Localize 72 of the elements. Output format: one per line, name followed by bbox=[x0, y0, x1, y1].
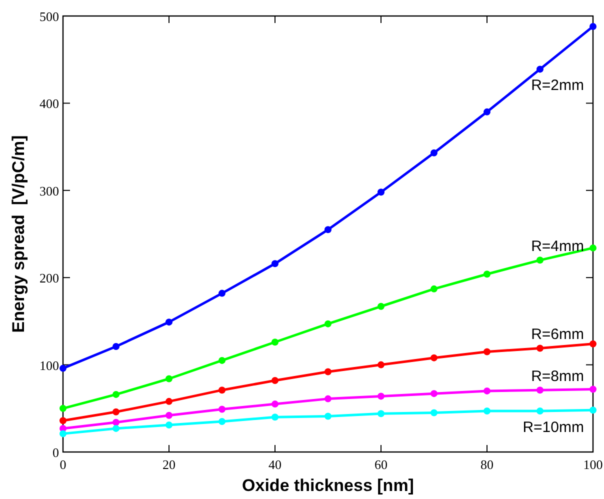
point bbox=[536, 256, 544, 264]
point bbox=[430, 409, 438, 416]
point bbox=[112, 424, 120, 432]
point bbox=[378, 361, 384, 368]
x-tick-label: 40 bbox=[268, 457, 282, 472]
point bbox=[378, 188, 384, 196]
point bbox=[272, 376, 278, 384]
point bbox=[484, 387, 490, 394]
x-tick-label: 20 bbox=[162, 457, 176, 472]
x-axis-title: Oxide thickness [nm] bbox=[242, 476, 414, 495]
point bbox=[430, 285, 438, 292]
x-tick-label: 100 bbox=[583, 457, 603, 472]
point bbox=[112, 390, 120, 398]
point bbox=[112, 408, 120, 416]
point bbox=[590, 386, 596, 393]
point bbox=[218, 386, 226, 394]
point bbox=[590, 340, 596, 348]
point bbox=[272, 400, 278, 408]
y-tick-label: 500 bbox=[40, 9, 59, 24]
y-axis-title: Energy spread [V/pC/m] bbox=[9, 135, 28, 333]
point bbox=[430, 390, 438, 398]
y-tick-label: 200 bbox=[40, 270, 59, 286]
point bbox=[324, 395, 332, 402]
point bbox=[272, 260, 278, 268]
point bbox=[324, 368, 332, 376]
y-tick-label: 0 bbox=[52, 445, 59, 460]
y-tick-label: 400 bbox=[40, 96, 59, 112]
series-label: R=4mm bbox=[531, 238, 584, 256]
point bbox=[536, 344, 544, 352]
point bbox=[536, 386, 544, 394]
point bbox=[590, 22, 596, 30]
point bbox=[484, 108, 490, 116]
point bbox=[536, 408, 544, 415]
point bbox=[166, 412, 172, 419]
series-label: R=8mm bbox=[531, 368, 584, 386]
point bbox=[60, 417, 66, 424]
point bbox=[218, 356, 226, 364]
point bbox=[324, 320, 332, 328]
point bbox=[484, 348, 490, 356]
point bbox=[112, 418, 120, 426]
point bbox=[272, 414, 278, 421]
series-label: R=6mm bbox=[531, 326, 584, 344]
point bbox=[166, 421, 172, 428]
point bbox=[430, 149, 438, 156]
point bbox=[324, 226, 332, 234]
point bbox=[272, 338, 278, 346]
point bbox=[378, 410, 384, 418]
series-label: R=2mm bbox=[531, 77, 584, 94]
series-label: R=10mm bbox=[522, 419, 584, 436]
point bbox=[218, 418, 226, 425]
point bbox=[60, 430, 66, 438]
point bbox=[166, 318, 172, 326]
point bbox=[60, 364, 66, 372]
point bbox=[324, 412, 332, 420]
point bbox=[536, 66, 544, 73]
point bbox=[166, 375, 172, 382]
point bbox=[430, 354, 438, 362]
y-tick-label: 100 bbox=[40, 358, 59, 373]
x-tick-label: 60 bbox=[374, 457, 388, 472]
point bbox=[166, 398, 172, 405]
x-tick-label: 80 bbox=[480, 457, 494, 472]
point bbox=[484, 408, 490, 415]
point bbox=[112, 342, 120, 350]
point bbox=[590, 406, 596, 414]
y-tick-label: 300 bbox=[40, 183, 59, 198]
point bbox=[378, 392, 384, 400]
point bbox=[378, 302, 384, 310]
point bbox=[590, 244, 596, 252]
point bbox=[484, 270, 490, 278]
point bbox=[218, 406, 226, 413]
point bbox=[218, 290, 226, 297]
point bbox=[60, 404, 66, 412]
